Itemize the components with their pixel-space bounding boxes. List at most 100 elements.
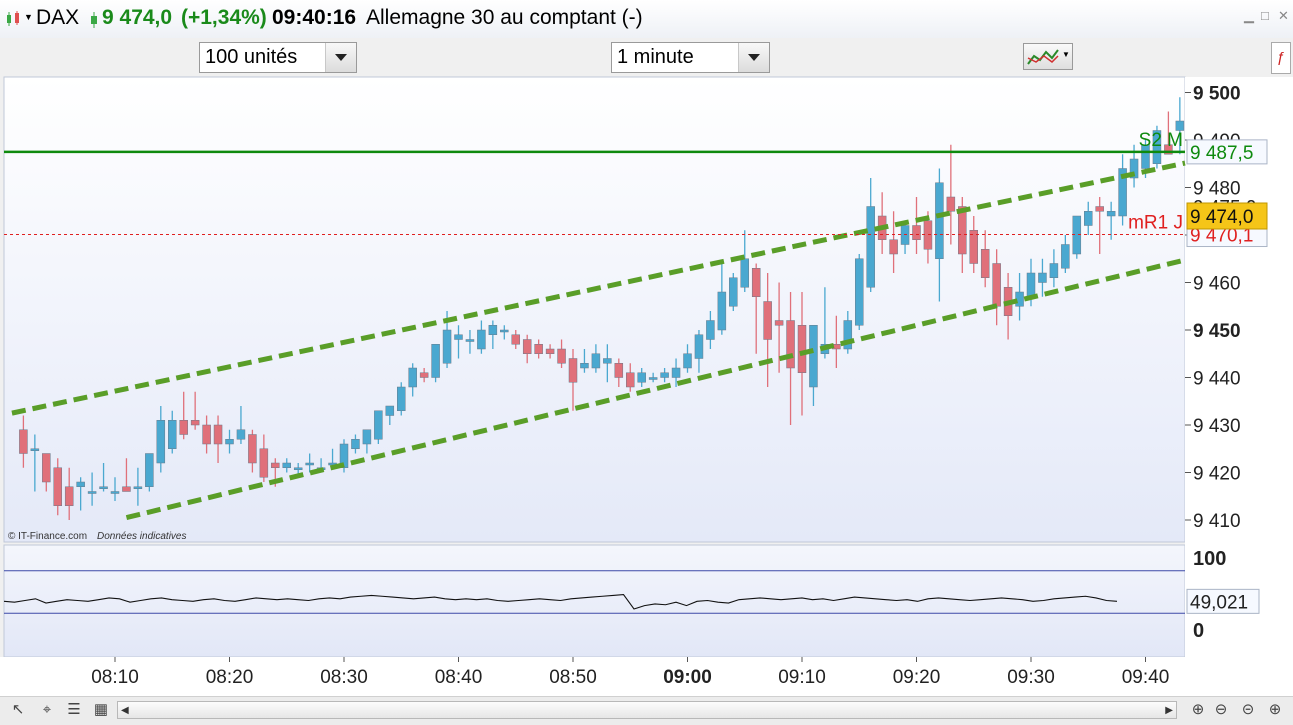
close-icon[interactable]: ✕	[1278, 8, 1289, 23]
time-tick-label: 09:40	[1122, 667, 1170, 688]
price-axis	[1185, 77, 1293, 657]
channel-line	[125, 257, 1186, 521]
candle-body	[763, 301, 772, 340]
candle-body	[855, 258, 864, 326]
candle-body	[30, 448, 40, 451]
time-tick-label: 09:10	[778, 667, 826, 688]
time-tick-label: 08:40	[435, 667, 483, 688]
zoom-reset-icon[interactable]: ⊕	[1268, 701, 1282, 718]
level-value: 9 487,5	[1190, 143, 1253, 164]
title-bar: ▼ DAX 9 474,0 (+1,34%) 09:40:16 Allemagn…	[0, 0, 1293, 38]
indicator-tick-label: 0	[1193, 620, 1204, 642]
mouse-icon[interactable]: ⌖	[42, 701, 52, 718]
indicator-value-box	[1186, 588, 1260, 614]
scroll-left-icon[interactable]: ◀	[121, 705, 129, 716]
candle-body	[557, 348, 566, 364]
chart-type-icon[interactable]	[5, 10, 23, 28]
level-value-box	[1186, 139, 1268, 165]
level-name: S2 M	[1139, 130, 1183, 151]
last-time: 09:40:16	[272, 6, 357, 29]
candle-body	[64, 486, 74, 506]
price-tick-label: 9 460	[1193, 274, 1241, 295]
chart-toolbar: 100 unités 1 minute	[0, 38, 1293, 78]
candle-body	[660, 372, 669, 378]
candle-body	[42, 453, 51, 483]
time-tick-label: 08:20	[206, 667, 254, 688]
time-axis	[0, 657, 1293, 696]
table-icon[interactable]: ▦	[93, 701, 109, 718]
price-tick-label: 9 410	[1193, 511, 1241, 532]
interval-select[interactable]: 1 minute	[611, 42, 770, 73]
side-tool-icon[interactable]: ƒ	[1271, 42, 1291, 74]
candle-body	[591, 353, 601, 369]
candle-body	[259, 448, 269, 478]
price-up-icon	[91, 12, 97, 28]
candle-body	[202, 424, 211, 445]
symbol-label[interactable]: DAX	[36, 6, 80, 29]
zoom-fit-icon[interactable]: ⊝	[1241, 701, 1255, 718]
candle-body	[568, 358, 578, 383]
candle-body	[1106, 211, 1116, 217]
candle-body	[110, 491, 120, 494]
candle-body	[76, 481, 85, 487]
candle-body	[614, 363, 624, 378]
chevron-down-icon[interactable]: ▼	[1062, 50, 1070, 59]
candle-body	[717, 291, 727, 331]
symbol-dropdown-arrow[interactable]: ▼	[24, 12, 33, 22]
candle-body	[1129, 158, 1139, 179]
price-tick-label: 9 440	[1193, 369, 1241, 390]
units-select-value: 100 unités	[205, 46, 298, 68]
level-value: 9 470,1	[1190, 226, 1253, 247]
candle-body	[1141, 144, 1150, 169]
time-tick-label: 09:30	[1007, 667, 1055, 688]
candle-body	[236, 429, 246, 440]
candle-body	[385, 405, 395, 416]
maximize-icon[interactable]: □	[1261, 8, 1269, 23]
price-change: (+1,34%)	[181, 6, 267, 29]
candle-body	[351, 439, 360, 449]
indicator-panel	[3, 544, 1186, 658]
time-scrollbar[interactable]: ◀ ▶	[117, 701, 1177, 719]
candle-body	[1095, 206, 1104, 212]
candle-body	[740, 258, 749, 288]
list-icon[interactable]: ☰	[67, 701, 81, 718]
candle-body	[454, 334, 463, 340]
candle-body	[1026, 272, 1036, 297]
candle-body	[362, 429, 372, 445]
cursor-icon[interactable]: ↖	[11, 701, 25, 718]
candle-body	[671, 367, 681, 378]
bottom-toolbar: ↖ ⌖ ☰ ▦ ◀ ▶ ⊕ ⊖ ⊝ ⊕	[0, 696, 1293, 725]
units-select[interactable]: 100 unités	[199, 42, 357, 73]
copyright-text: © IT-Finance.com	[8, 531, 87, 542]
chevron-down-icon[interactable]	[738, 43, 769, 72]
candle-body	[729, 277, 738, 307]
candle-body	[683, 353, 692, 369]
price-tick-label: 9 500	[1193, 84, 1241, 105]
candle-body	[1118, 168, 1127, 217]
candle-body	[522, 339, 532, 354]
candle-body	[465, 339, 475, 342]
candle-body	[992, 263, 1001, 307]
candle-body	[339, 443, 349, 468]
disclaimer-text: Données indicatives	[97, 531, 187, 542]
price-tick-label: 9 420	[1193, 464, 1241, 485]
candle-body	[156, 420, 166, 464]
minimize-icon[interactable]: ▁	[1244, 8, 1254, 23]
candle-body	[225, 439, 234, 445]
chevron-down-icon[interactable]	[325, 43, 356, 72]
time-tick-label: 09:00	[663, 667, 712, 688]
candle-body	[190, 420, 200, 426]
time-tick-label: 09:20	[893, 667, 941, 688]
candle-body	[946, 196, 956, 212]
level-name: mR1 J	[1128, 213, 1183, 234]
candle-body	[99, 486, 108, 489]
candle-body	[969, 230, 978, 264]
candle-body	[1084, 211, 1093, 226]
zoom-out-icon[interactable]: ⊖	[1214, 701, 1228, 718]
candle-body	[122, 486, 131, 492]
zoom-in-icon[interactable]: ⊕	[1191, 701, 1205, 718]
candle-body	[1061, 244, 1070, 269]
scroll-right-icon[interactable]: ▶	[1165, 705, 1173, 716]
indicator-button[interactable]: ▼	[1023, 43, 1073, 70]
